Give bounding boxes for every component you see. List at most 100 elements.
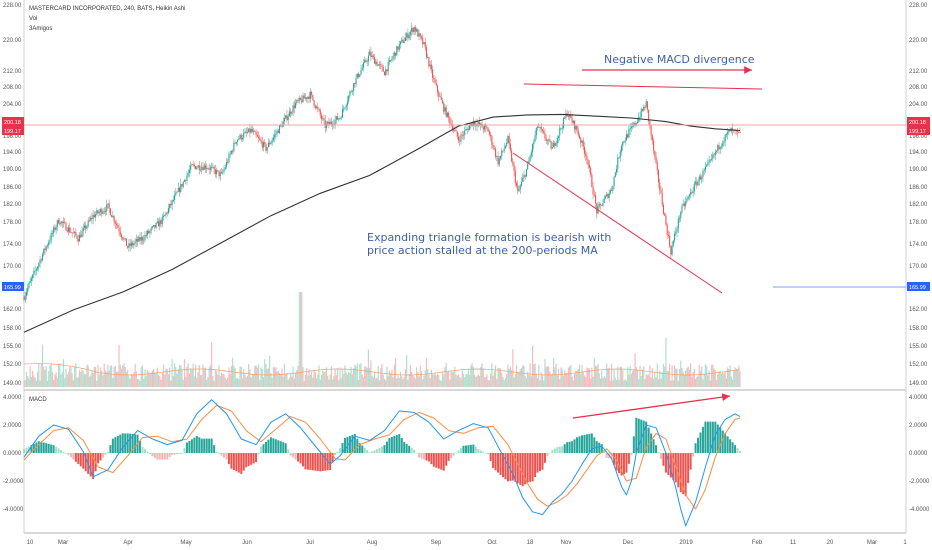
price-badge-left-lower: 199.17 <box>2 126 24 135</box>
candle-body <box>282 121 284 127</box>
macd-hist-bar <box>734 445 737 453</box>
volume-bar <box>366 367 368 387</box>
candle-body <box>525 169 527 177</box>
volume-bar <box>361 374 363 387</box>
volume-bar <box>554 367 556 387</box>
candle-body <box>120 234 123 238</box>
volume-bar <box>420 370 423 387</box>
volume-bar <box>140 366 142 387</box>
candle-body <box>160 220 162 225</box>
macd-hist-bar <box>272 438 275 453</box>
volume-bar <box>49 365 51 387</box>
candle-body <box>378 64 381 66</box>
macd-hist-bar <box>541 453 544 470</box>
volume-bar <box>149 374 151 387</box>
volume-bar <box>546 366 549 387</box>
candle-body <box>553 142 555 148</box>
volume-bar <box>655 377 657 387</box>
candle-body <box>324 120 326 128</box>
volume-bar <box>608 367 610 387</box>
volume-bar <box>40 363 42 387</box>
volume-bar <box>224 377 226 387</box>
price-badge-right-blue-text: 165.99 <box>909 285 926 291</box>
macd-divergence-arrow <box>572 393 731 419</box>
candle-body <box>332 123 334 125</box>
candle-body <box>360 69 362 75</box>
macd-hist-bar <box>156 453 159 460</box>
macd-hist-bar <box>151 453 154 457</box>
candle-body <box>655 156 657 163</box>
price-tick-left: 149.00 <box>3 381 22 387</box>
macd-hist-bar <box>306 453 309 470</box>
candle-body <box>114 222 116 224</box>
volume-bar <box>275 367 277 387</box>
divergence-note: Negative MACD divergence <box>604 53 755 66</box>
macd-hist-bar <box>321 453 324 471</box>
macd-hist-bar <box>336 451 339 453</box>
volume-bar <box>475 376 477 387</box>
candle-body <box>209 167 211 170</box>
candle-body <box>727 132 729 135</box>
price-tick-right: 174.00 <box>909 242 928 248</box>
candle-body <box>116 223 118 225</box>
volume-bar <box>349 372 351 387</box>
time-tick: Sep <box>431 540 442 546</box>
macd-hist-bar <box>460 448 463 453</box>
volume-bar <box>588 368 590 387</box>
candle-body <box>245 131 247 133</box>
volume-bar <box>169 367 171 387</box>
candle-body <box>102 211 104 214</box>
candle-body <box>206 168 208 170</box>
candle-body <box>399 41 402 45</box>
candle-body <box>159 220 161 227</box>
candle-body <box>565 113 567 119</box>
macd-hist-bar <box>499 453 502 475</box>
volume-bar <box>272 366 274 387</box>
macd-hist-bar <box>548 453 551 454</box>
macd-hist-bar <box>262 444 265 453</box>
volume-bar <box>712 364 714 387</box>
volume-bar <box>477 374 479 387</box>
macd-hist-bar <box>467 445 470 453</box>
volume-bar <box>207 377 209 387</box>
macd-hist-bar <box>450 453 453 459</box>
candle-body <box>460 134 462 142</box>
macd-hist-bar <box>260 446 263 453</box>
candle-body <box>325 123 327 128</box>
macd-hist-bar <box>395 435 398 453</box>
candle-body <box>112 216 114 218</box>
volume-bar <box>562 375 565 387</box>
candle-body <box>437 85 439 93</box>
candle-body <box>141 237 144 241</box>
volume-bar <box>120 368 123 387</box>
volume-bar <box>122 365 124 387</box>
volume-bar <box>529 363 531 387</box>
candle-body <box>425 47 427 58</box>
volume-bar <box>194 364 197 387</box>
candle-body <box>130 242 132 247</box>
macd-hist-bar <box>213 445 216 453</box>
volume-bar <box>181 369 183 387</box>
candle-body <box>409 31 411 36</box>
volume-bar <box>667 370 669 387</box>
volume-bar <box>233 365 235 387</box>
macd-hist-bar <box>672 453 675 480</box>
candle-body <box>340 117 342 119</box>
macd-tick-left: -4.0000 <box>3 507 24 513</box>
candle-body <box>349 91 351 96</box>
candle-body <box>27 287 29 293</box>
macd-hist-bar <box>351 435 354 453</box>
volume-bar <box>144 369 146 387</box>
volume-bar <box>315 378 318 387</box>
volume-bar <box>630 373 632 387</box>
volume-bar <box>356 363 358 387</box>
candle-body <box>611 189 613 191</box>
macd-hist-bar <box>289 453 292 456</box>
price-tick-left: 174.00 <box>3 242 22 248</box>
volume-bar <box>97 364 99 387</box>
price-badge-right-blue: 165.99 <box>907 282 930 291</box>
candle-body <box>83 225 86 228</box>
volume-bar <box>618 379 620 387</box>
macd-hist-bar <box>32 443 35 453</box>
candle-body <box>343 108 345 110</box>
